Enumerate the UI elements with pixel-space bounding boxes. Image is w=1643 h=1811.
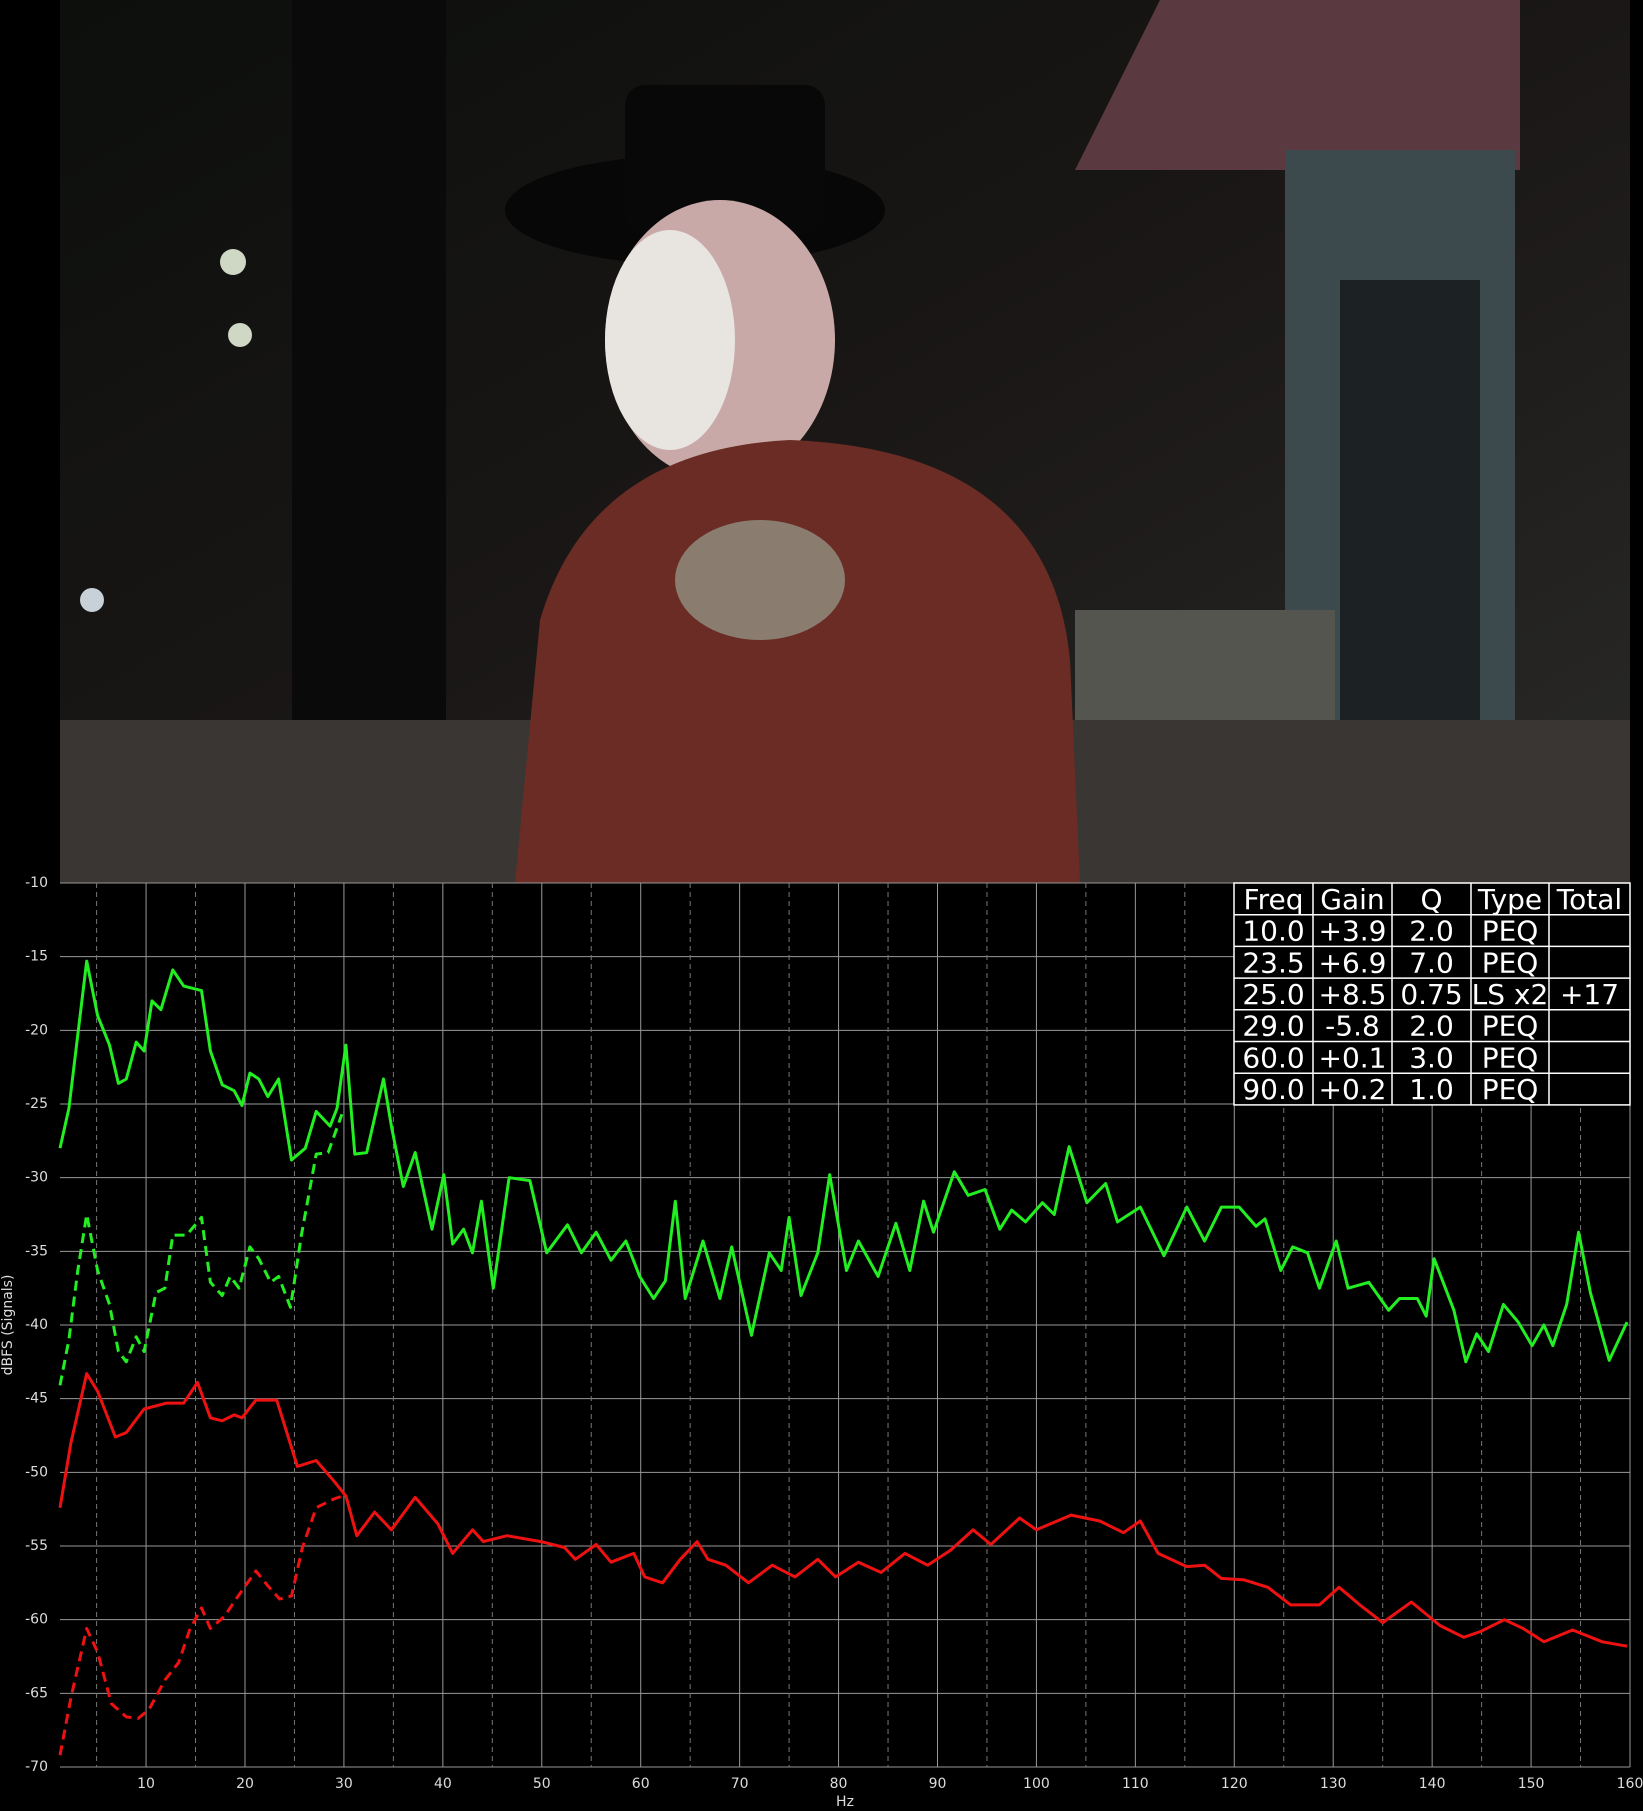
y-tick-label: -10 xyxy=(25,875,48,891)
series-line xyxy=(58,1494,344,1756)
table-header: Freq xyxy=(1244,883,1304,916)
table-cell: +0.1 xyxy=(1319,1041,1387,1074)
table-cell: 0.75 xyxy=(1400,978,1462,1011)
series-line xyxy=(58,959,1629,1364)
table-header: Gain xyxy=(1320,883,1384,916)
y-tick-label: -70 xyxy=(25,1759,48,1775)
x-axis-label: Hz xyxy=(836,1794,854,1810)
table-cell: +3.9 xyxy=(1319,915,1387,948)
x-tick-label: 20 xyxy=(236,1776,254,1792)
table-header: Total xyxy=(1556,883,1622,916)
series-line xyxy=(58,1372,1628,1648)
lines xyxy=(58,959,1629,1756)
x-tick-label: 60 xyxy=(632,1776,650,1792)
x-tick-label: 130 xyxy=(1320,1776,1347,1792)
y-tick-label: -25 xyxy=(25,1096,48,1112)
table-cell: 60.0 xyxy=(1242,1041,1304,1074)
table-background xyxy=(1233,882,1631,1106)
table-cell: PEQ xyxy=(1482,1073,1539,1106)
table-cell: -5.8 xyxy=(1325,1010,1380,1043)
y-tick-label: -65 xyxy=(25,1685,48,1701)
y-tick-label: -50 xyxy=(25,1464,48,1480)
y-tick-label: -60 xyxy=(25,1612,48,1628)
x-tick-label: 70 xyxy=(731,1776,749,1792)
table-cell: 3.0 xyxy=(1409,1041,1454,1074)
x-tick-label: 80 xyxy=(830,1776,848,1792)
x-tick-label: 100 xyxy=(1023,1776,1050,1792)
grid: -70 -65 -60 -55 -50 -45 -40 -35 -30 -25 -20 -15 -10 1… xyxy=(25,875,1643,1792)
table: Freq Gain Q Type Total 10.0 +3.9 2.0 PEQ 23.5 +6.9… xyxy=(1233,882,1631,1106)
photo xyxy=(60,0,1630,883)
table-cell: 2.0 xyxy=(1409,1010,1454,1043)
series-line xyxy=(58,1113,344,1386)
y-tick-label: -55 xyxy=(25,1538,48,1554)
table-cell: PEQ xyxy=(1482,915,1539,948)
table-cell: 25.0 xyxy=(1242,978,1304,1011)
y-tick-label: -45 xyxy=(25,1391,48,1407)
x-tick-label: 10 xyxy=(137,1776,155,1792)
table-cell: +17 xyxy=(1560,978,1619,1011)
x-tick-label: 150 xyxy=(1518,1776,1545,1792)
y-tick-label: -30 xyxy=(25,1170,48,1186)
table-header: Type xyxy=(1477,883,1542,916)
x-tick-label: 90 xyxy=(929,1776,947,1792)
table-cell: +6.9 xyxy=(1319,946,1387,979)
table-cell: +8.5 xyxy=(1319,978,1387,1011)
table-cell: LS x2 xyxy=(1472,978,1549,1011)
x-tick-label: 120 xyxy=(1221,1776,1248,1792)
table-cell: 23.5 xyxy=(1242,946,1304,979)
table-cell: +0.2 xyxy=(1319,1073,1387,1106)
table-cell: 90.0 xyxy=(1242,1073,1304,1106)
table-cell: PEQ xyxy=(1482,1041,1539,1074)
y-tick-label: -20 xyxy=(25,1022,48,1038)
x-tick-label: 50 xyxy=(533,1776,551,1792)
table-cell: PEQ xyxy=(1482,946,1539,979)
x-tick-label: 40 xyxy=(434,1776,452,1792)
x-tick-label: 140 xyxy=(1419,1776,1446,1792)
x-tick-label: 160 xyxy=(1617,1776,1643,1792)
x-tick-label: 110 xyxy=(1122,1776,1149,1792)
y-tick-label: -40 xyxy=(25,1317,48,1333)
table-cell: 29.0 xyxy=(1242,1010,1304,1043)
table-cell: 1.0 xyxy=(1409,1073,1454,1106)
table-header: Q xyxy=(1420,883,1442,916)
table-cell: 10.0 xyxy=(1242,915,1304,948)
y-tick-label: -15 xyxy=(25,949,48,965)
y-axis-label: dBFS (Signals) xyxy=(0,1275,16,1376)
table-cell: PEQ xyxy=(1482,1010,1539,1043)
x-tick-label: 30 xyxy=(335,1776,353,1792)
y-tick-label: -35 xyxy=(25,1243,48,1259)
table-cell: 7.0 xyxy=(1409,946,1454,979)
table-cell: 2.0 xyxy=(1409,915,1454,948)
